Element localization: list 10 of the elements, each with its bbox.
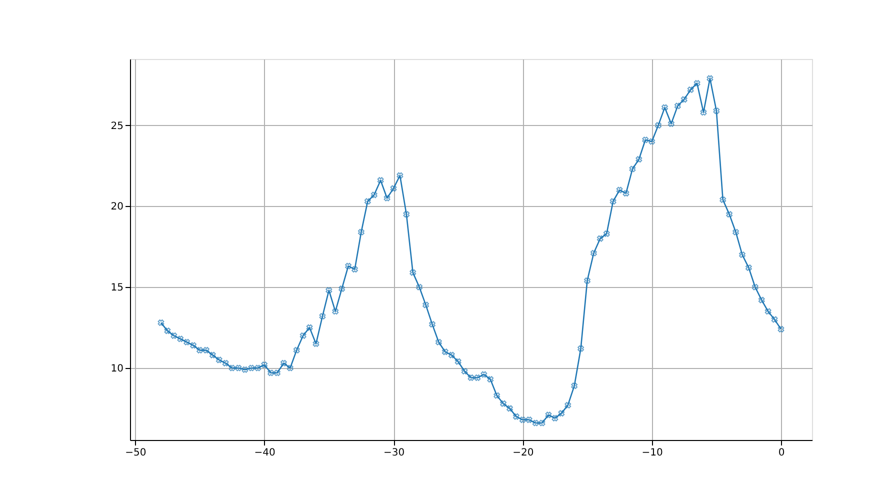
x-tick-label: −10 — [642, 448, 663, 458]
y-tick-label: 10 — [110, 364, 124, 375]
y-tick-label: 15 — [110, 282, 124, 294]
x-tick-label: −40 — [254, 448, 276, 458]
x-tick-label: −30 — [383, 448, 405, 458]
y-tick-label: 25 — [110, 120, 124, 132]
x-tick-label: −20 — [512, 448, 534, 458]
y-tick-label: 20 — [110, 202, 124, 213]
x-tick-label: 0 — [778, 448, 785, 458]
x-tick-label: −50 — [125, 448, 146, 458]
